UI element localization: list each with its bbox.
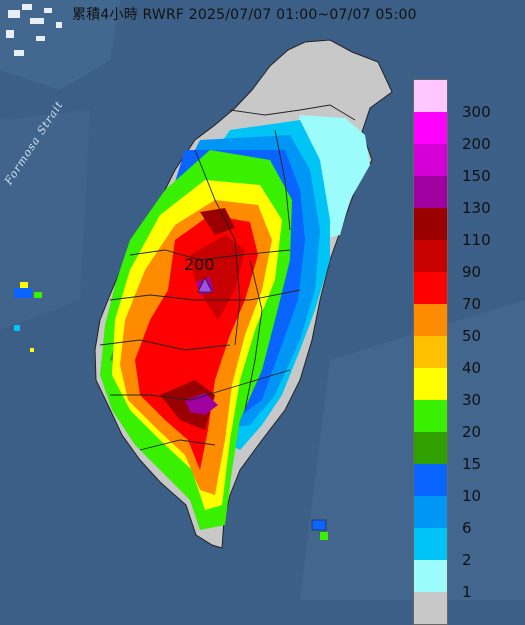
legend-label: 20: [462, 423, 482, 441]
legend-swatch: [414, 112, 447, 144]
sea-texture: [300, 300, 525, 600]
rain-90mm: [200, 208, 235, 235]
map-title: 累積4小時 RWRF 2025/07/07 01:00~07/07 05:00: [72, 7, 417, 23]
legend-label: 130: [462, 199, 491, 217]
legend-swatch: [414, 80, 447, 112]
legend-swatch: [414, 368, 447, 400]
legend-label: 1: [462, 583, 472, 601]
legend-label: 40: [462, 359, 482, 377]
legend-swatch: [414, 208, 447, 240]
legend-swatch: [414, 240, 447, 272]
legend-swatch: [414, 496, 447, 528]
sea-texture: [0, 110, 90, 330]
legend-label: 110: [462, 231, 491, 249]
legend-swatch: [414, 176, 447, 208]
legend-swatch: [414, 144, 447, 176]
legend-swatch: [414, 528, 447, 560]
legend-label: 200: [462, 135, 491, 153]
legend-swatch: [414, 560, 447, 592]
legend-swatch: [414, 464, 447, 496]
cloud-specks: [6, 4, 62, 56]
legend-swatch: [414, 304, 447, 336]
legend-label: 15: [462, 455, 482, 473]
legend-label: 6: [462, 519, 472, 537]
legend-label: 70: [462, 295, 482, 313]
legend-label: 50: [462, 327, 482, 345]
legend-swatch: [414, 336, 447, 368]
legend-label: 2: [462, 551, 472, 569]
legend-swatch: [414, 272, 447, 304]
color-legend: [413, 79, 448, 625]
max-value-label: 200: [184, 255, 215, 274]
county-borders: [99, 104, 356, 451]
rain-150mm: [185, 393, 218, 415]
islands: [14, 282, 328, 540]
legend-label: 30: [462, 391, 482, 409]
legend-label: 150: [462, 167, 491, 185]
legend-swatch: [414, 592, 447, 624]
max-rainfall-marker: [197, 277, 213, 293]
legend-label: 300: [462, 103, 491, 121]
legend-swatch: [414, 400, 447, 432]
legend-label: 10: [462, 487, 482, 505]
legend-swatch: [414, 432, 447, 464]
legend-label: 90: [462, 263, 482, 281]
